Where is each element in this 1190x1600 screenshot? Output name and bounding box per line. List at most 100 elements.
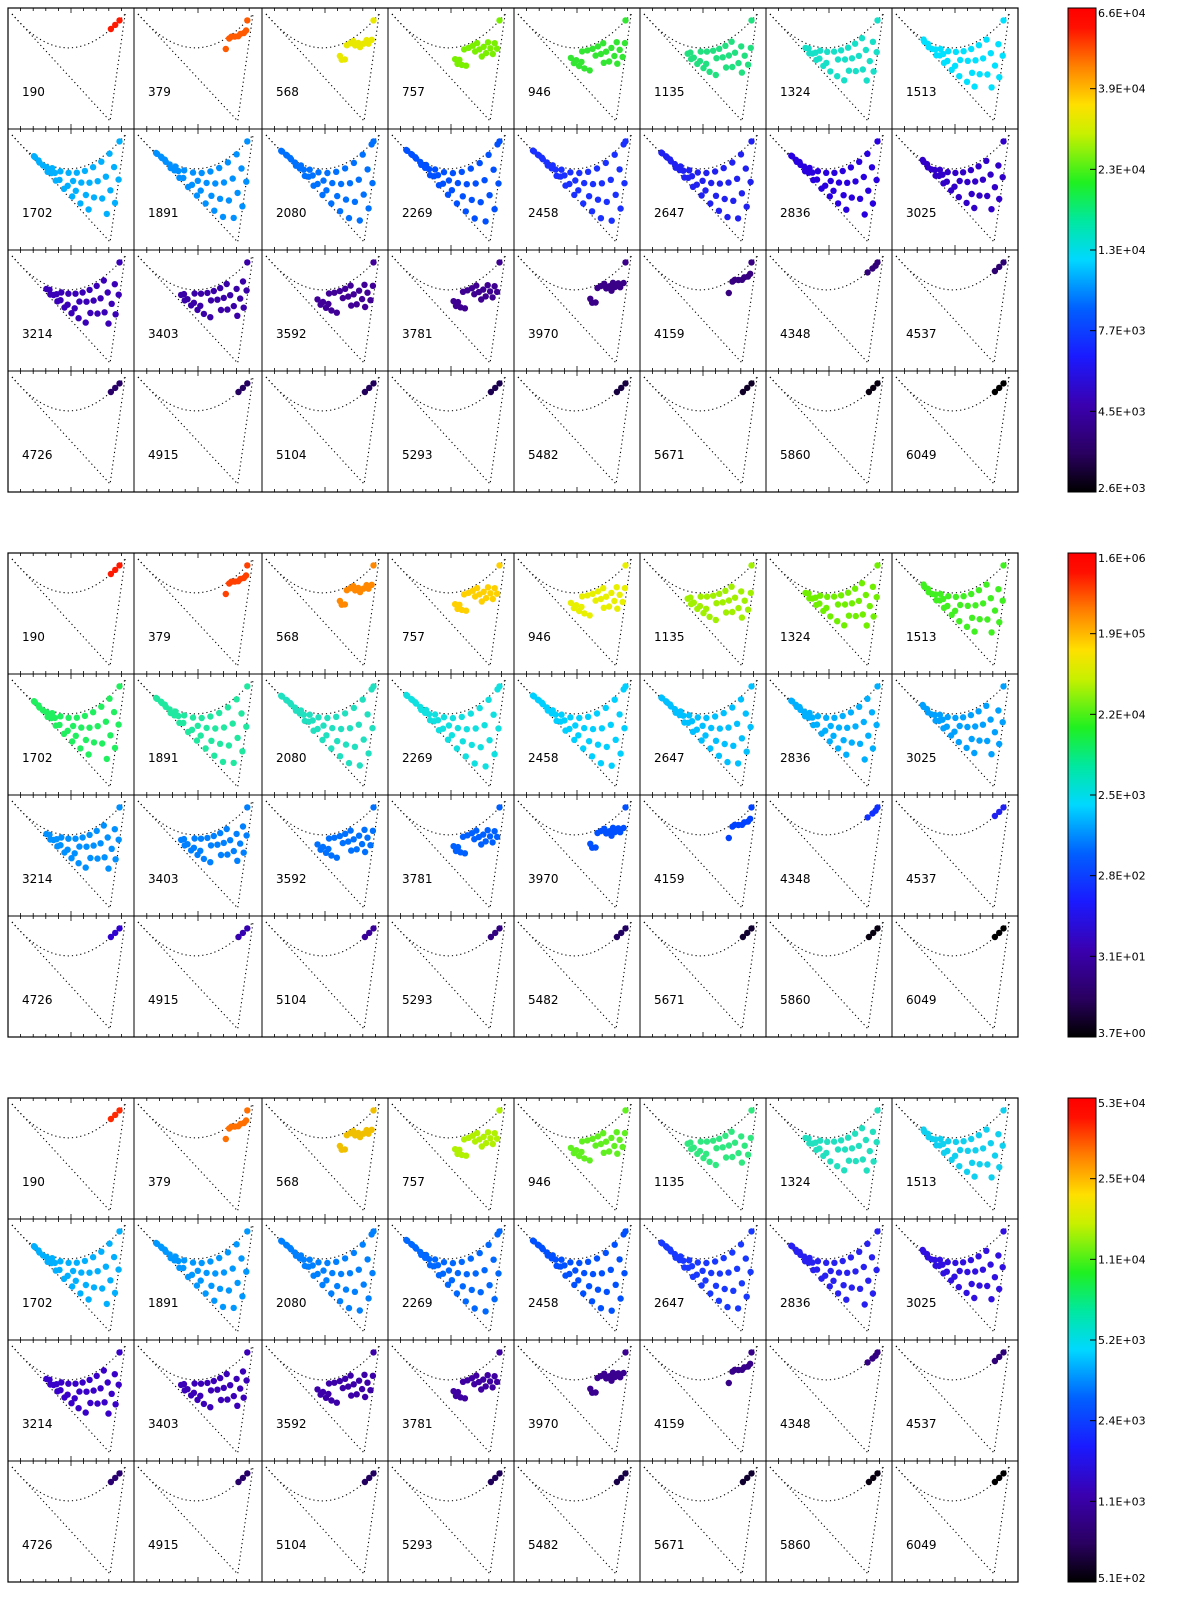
data-point: [360, 191, 367, 198]
data-point: [116, 1349, 123, 1356]
scatter-points: [684, 1107, 755, 1169]
data-point: [235, 1478, 242, 1486]
scatter-points: [567, 562, 629, 619]
data-point: [975, 1132, 983, 1139]
data-point: [69, 1283, 76, 1290]
panel-1891: 1891: [133, 673, 263, 796]
data-point: [366, 1474, 373, 1482]
data-point: [367, 297, 374, 304]
data-point: [111, 826, 119, 833]
panel-757: 757: [387, 552, 515, 675]
panel-190: 190: [7, 1097, 135, 1220]
data-point: [796, 1248, 803, 1256]
data-point: [496, 925, 503, 932]
data-point: [320, 177, 327, 184]
data-point: [46, 831, 53, 838]
data-point: [496, 380, 503, 387]
panel-label: 1513: [906, 85, 937, 99]
data-point: [115, 1381, 122, 1388]
data-point: [690, 599, 697, 606]
data-point: [955, 193, 962, 201]
data-point: [578, 48, 586, 55]
data-point: [233, 1375, 240, 1383]
panel-2080: 2080: [261, 673, 389, 796]
data-point: [152, 149, 160, 157]
boundary-curve: [517, 13, 632, 49]
data-point: [462, 1152, 470, 1159]
data-point: [453, 745, 461, 752]
boundary-curve: [643, 921, 758, 957]
data-point: [485, 696, 492, 703]
data-point: [239, 1474, 247, 1482]
data-point: [552, 711, 559, 718]
data-point: [493, 45, 501, 52]
panel-border: [765, 128, 893, 251]
data-point: [868, 1254, 876, 1261]
data-point: [856, 1285, 864, 1293]
data-point: [614, 605, 621, 612]
data-point: [869, 583, 877, 590]
data-point: [716, 1270, 724, 1277]
data-point: [847, 164, 855, 171]
data-point: [945, 593, 952, 600]
data-point: [841, 1146, 849, 1153]
data-point: [725, 179, 732, 186]
data-point: [53, 291, 60, 298]
data-point: [698, 737, 705, 744]
data-point: [586, 1157, 593, 1164]
data-point: [434, 172, 442, 179]
data-point: [101, 854, 108, 861]
data-point: [865, 1277, 872, 1284]
data-point: [71, 850, 78, 857]
data-point: [197, 835, 205, 842]
data-point: [598, 725, 606, 732]
data-point: [111, 1289, 119, 1297]
data-point: [98, 1248, 105, 1255]
boundary-curve: [895, 1103, 1010, 1139]
boundary-lines: [391, 13, 506, 123]
data-point: [812, 49, 819, 56]
scatter-points: [177, 1349, 251, 1411]
data-point: [841, 56, 849, 63]
data-point: [98, 158, 105, 165]
data-point: [477, 1289, 484, 1296]
panel-4915: 4915: [133, 915, 263, 1038]
data-point: [597, 1140, 605, 1148]
data-point: [707, 1290, 714, 1297]
data-point: [81, 712, 89, 720]
data-point: [69, 722, 77, 730]
data-point: [108, 300, 115, 307]
data-point: [870, 613, 877, 620]
scatter-points: [43, 804, 123, 872]
data-point: [243, 287, 250, 294]
data-point: [347, 827, 354, 834]
data-point: [99, 740, 106, 747]
data-point: [991, 184, 999, 191]
data-point: [834, 1290, 842, 1297]
data-point: [64, 1391, 71, 1398]
panel-label: 4159: [654, 872, 685, 886]
data-point: [739, 1478, 747, 1486]
data-point: [473, 39, 481, 47]
panel-5482: 5482: [513, 1460, 641, 1583]
data-point: [491, 1373, 498, 1380]
data-point: [823, 714, 830, 721]
data-point: [814, 1258, 822, 1265]
data-point: [203, 1269, 210, 1277]
data-point: [738, 69, 746, 76]
panel-1702: 1702: [7, 1218, 135, 1341]
panel-label: 1135: [654, 1175, 685, 1189]
panel-6049: 6049: [891, 370, 1019, 493]
data-point: [964, 1147, 971, 1155]
data-point: [963, 78, 971, 86]
data-point: [719, 1144, 726, 1151]
data-point: [869, 1128, 877, 1136]
data-point: [346, 180, 354, 187]
scatter-points: [739, 925, 755, 941]
data-point: [703, 605, 710, 612]
data-point: [237, 1120, 244, 1128]
data-point: [233, 1241, 240, 1248]
data-point: [968, 190, 975, 198]
scatter-points: [991, 1470, 1007, 1486]
data-point: [363, 581, 370, 589]
